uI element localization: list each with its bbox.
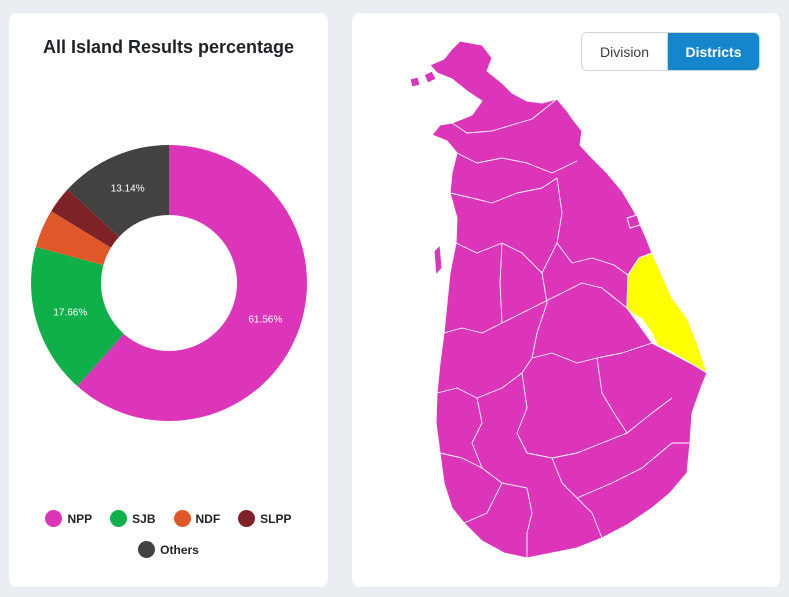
legend-label: SJB (132, 511, 156, 526)
donut-slice-ndf[interactable] (35, 211, 111, 266)
legend-label: SLPP (260, 511, 292, 526)
map-card: Division Districts (352, 13, 780, 587)
donut-slice-sjb[interactable] (30, 246, 124, 387)
donut-label-sjb: 17.66% (53, 307, 87, 318)
district-borders (436, 98, 690, 558)
legend-swatch (238, 510, 256, 527)
legend-label: Others (160, 542, 199, 557)
legend-item-slpp[interactable]: SLPP (238, 510, 292, 527)
donut-label-npp: 61.56% (248, 315, 282, 326)
legend-swatch (45, 510, 63, 527)
map-region-island-1[interactable] (423, 70, 437, 84)
legend-item-ndf[interactable]: NDF (173, 510, 221, 527)
map-region-island-4[interactable] (433, 244, 443, 276)
map-region-island-2[interactable] (409, 76, 421, 88)
donut-slice-npp[interactable] (77, 145, 307, 421)
donut-label-others: 13.14% (111, 184, 145, 195)
map-region-main[interactable] (429, 40, 708, 559)
legend-label: NPP (67, 511, 93, 526)
division-tab[interactable]: Division (582, 33, 668, 70)
donut-chart: 61.56% 17.66% 13.14% (30, 145, 307, 421)
results-card: All Island Results percentage 61.56% 17.6… (9, 13, 328, 587)
donut-slice-others[interactable] (67, 145, 169, 237)
legend-label: NDF (195, 511, 221, 526)
chart-legend: NPP SJB NDF SLPP Others (19, 510, 318, 558)
legend-swatch (173, 510, 191, 527)
districts-tab[interactable]: Districts (668, 33, 759, 70)
legend-item-npp[interactable]: NPP (45, 510, 92, 527)
legend-item-sjb[interactable]: SJB (110, 510, 156, 527)
legend-item-others[interactable]: Others (138, 541, 199, 558)
view-toggle: Division Districts (581, 32, 760, 71)
legend-swatch (138, 541, 156, 558)
sri-lanka-districts-map (409, 40, 708, 559)
chart-title: All Island Results percentage (42, 37, 295, 57)
donut-slice-slpp[interactable] (51, 189, 120, 248)
legend-swatch (110, 510, 128, 527)
map-region-island-3[interactable] (626, 214, 641, 229)
map-region-highlight[interactable] (626, 252, 708, 374)
